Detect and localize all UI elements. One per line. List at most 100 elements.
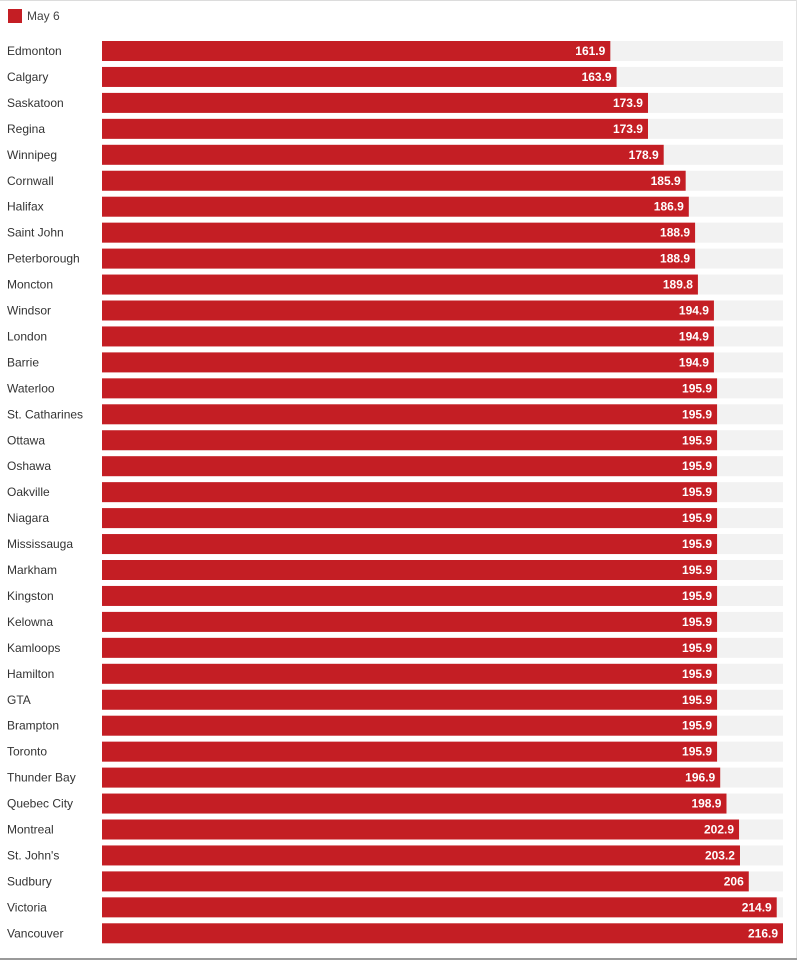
value-label: 195.9 <box>682 589 712 603</box>
bar[interactable] <box>102 170 686 191</box>
category-label: Saint John <box>7 226 64 240</box>
category-label: Toronto <box>7 745 47 759</box>
bar[interactable] <box>102 715 718 736</box>
category-label: St. John's <box>7 848 59 862</box>
legend: May 6 <box>8 8 60 24</box>
bar[interactable] <box>102 793 727 814</box>
value-label: 195.9 <box>682 641 712 655</box>
bar[interactable] <box>102 482 718 503</box>
category-label: Hamilton <box>7 667 54 681</box>
category-label: Montreal <box>7 823 54 837</box>
value-label: 195.9 <box>682 615 712 629</box>
bar[interactable] <box>102 585 718 606</box>
bar[interactable] <box>102 326 714 347</box>
value-label: 195.9 <box>682 693 712 707</box>
bar[interactable] <box>102 456 718 477</box>
bar[interactable] <box>102 845 740 866</box>
legend-swatch <box>8 9 22 23</box>
bar[interactable] <box>102 637 718 658</box>
category-label: Saskatoon <box>7 96 64 110</box>
category-label: Cornwall <box>7 174 54 188</box>
value-label: 194.9 <box>679 329 709 343</box>
category-label: Kamloops <box>7 641 60 655</box>
bar[interactable] <box>102 248 696 269</box>
bar[interactable] <box>102 404 718 425</box>
bar[interactable] <box>102 819 740 840</box>
category-label: Thunder Bay <box>7 771 76 785</box>
bar[interactable] <box>102 767 721 788</box>
category-label: Winnipeg <box>7 148 57 162</box>
value-label: 173.9 <box>613 122 643 136</box>
legend-label: May 6 <box>27 9 60 23</box>
value-label: 189.8 <box>663 278 693 292</box>
category-label: Moncton <box>7 278 53 292</box>
value-label: 195.9 <box>682 459 712 473</box>
category-label: Markham <box>7 563 57 577</box>
value-label: 203.2 <box>705 848 735 862</box>
value-label: 188.9 <box>660 226 690 240</box>
bar[interactable] <box>102 66 617 87</box>
bar[interactable] <box>102 741 718 762</box>
value-label: 161.9 <box>575 44 605 58</box>
category-label: Barrie <box>7 355 39 369</box>
category-label: St. Catharines <box>7 407 83 421</box>
category-label: Sudbury <box>7 874 52 888</box>
bar[interactable] <box>102 352 714 373</box>
value-label: 194.9 <box>679 304 709 318</box>
value-label: 195.9 <box>682 511 712 525</box>
bar[interactable] <box>102 300 714 321</box>
value-label: 214.9 <box>742 900 772 914</box>
category-label: Oakville <box>7 485 50 499</box>
bar[interactable] <box>102 378 718 399</box>
category-label: Niagara <box>7 511 49 525</box>
bar[interactable] <box>102 923 783 944</box>
category-label: Regina <box>7 122 45 136</box>
value-label: 195.9 <box>682 667 712 681</box>
bar[interactable] <box>102 663 718 684</box>
bar[interactable] <box>102 897 777 918</box>
category-label: Windsor <box>7 304 51 318</box>
value-label: 195.9 <box>682 485 712 499</box>
bar[interactable] <box>102 430 718 451</box>
bar[interactable] <box>102 611 718 632</box>
bar[interactable] <box>102 92 648 113</box>
bar[interactable] <box>102 41 611 61</box>
bar[interactable] <box>102 560 718 580</box>
category-label: Victoria <box>7 900 47 914</box>
category-label: Waterloo <box>7 381 55 395</box>
bar[interactable] <box>102 144 664 165</box>
value-label: 178.9 <box>629 148 659 162</box>
category-label: Halifax <box>7 200 44 214</box>
category-label: Oshawa <box>7 459 51 473</box>
bar[interactable] <box>102 196 689 217</box>
bar[interactable] <box>102 689 718 710</box>
bar[interactable] <box>102 274 698 295</box>
value-label: 206 <box>724 874 744 888</box>
bar[interactable] <box>102 222 696 243</box>
category-label: GTA <box>7 693 31 707</box>
bar[interactable] <box>102 118 648 139</box>
bottom-border <box>0 958 797 960</box>
category-label: Peterborough <box>7 252 80 266</box>
value-label: 195.9 <box>682 537 712 551</box>
top-border <box>0 0 797 1</box>
value-label: 195.9 <box>682 433 712 447</box>
category-label: Calgary <box>7 70 48 84</box>
category-label: Quebec City <box>7 797 73 811</box>
category-label: Edmonton <box>7 44 62 58</box>
category-label: Brampton <box>7 719 59 733</box>
value-label: 194.9 <box>679 355 709 369</box>
value-label: 188.9 <box>660 252 690 266</box>
category-label: Kelowna <box>7 615 53 629</box>
category-label: Kingston <box>7 589 54 603</box>
bar[interactable] <box>102 871 749 892</box>
bar[interactable] <box>102 534 718 555</box>
value-label: 195.9 <box>682 719 712 733</box>
value-label: 195.9 <box>682 381 712 395</box>
value-label: 186.9 <box>654 200 684 214</box>
bar[interactable] <box>102 508 718 529</box>
value-label: 195.9 <box>682 407 712 421</box>
category-label: London <box>7 329 47 343</box>
